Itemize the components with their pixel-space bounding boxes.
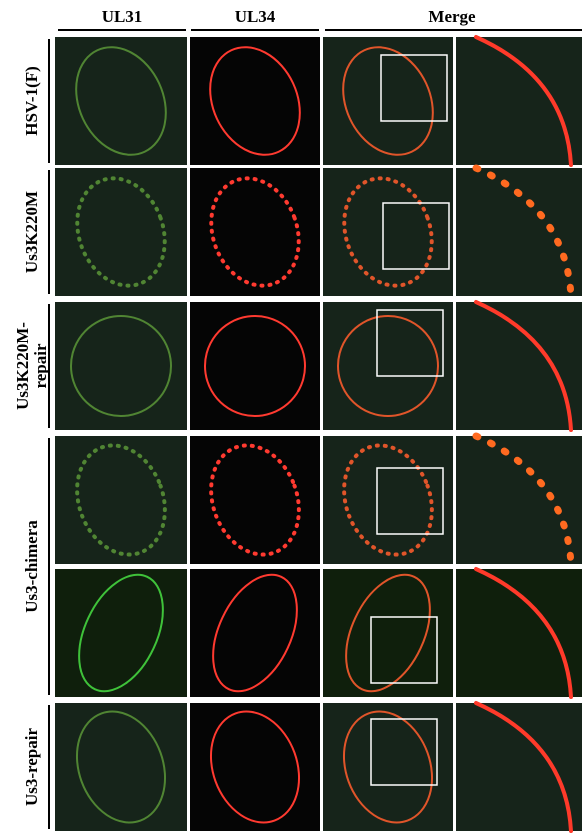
row-label: HSV-1(F) (22, 66, 41, 136)
image-panel (323, 302, 453, 430)
image-panel (323, 168, 453, 296)
image-panel (55, 302, 187, 430)
image-panel (190, 37, 320, 165)
image-panel (456, 436, 582, 564)
image-panel (190, 168, 320, 296)
image-panel (456, 302, 582, 430)
row-label: Us3-repair (22, 728, 41, 807)
image-panel (55, 569, 187, 697)
image-panel (323, 569, 453, 697)
row-label: repair (31, 343, 50, 388)
image-panel (55, 168, 187, 296)
image-panel (190, 569, 320, 697)
image-panel (323, 436, 453, 564)
figure: UL31 UL34 Merge HSV-1(F) Us3K220M Us3K220M… (0, 0, 582, 834)
row-label: Us3K220M- (13, 322, 32, 410)
image-panel (456, 168, 582, 296)
row-label: Us3K220M (22, 191, 41, 273)
image-panel (55, 703, 187, 831)
row-label: Us3-chimera (22, 520, 41, 613)
image-panel (190, 436, 320, 564)
image-panel (55, 37, 187, 165)
image-panel (456, 703, 582, 831)
column-header: UL31 (102, 7, 143, 26)
image-panel (55, 436, 187, 564)
image-panel (456, 37, 582, 165)
image-panel (323, 703, 453, 831)
column-header: Merge (428, 7, 476, 26)
image-panel (456, 569, 582, 697)
image-panel (323, 37, 453, 165)
image-panel (190, 302, 320, 430)
column-header: UL34 (235, 7, 276, 26)
image-panel (190, 703, 320, 831)
